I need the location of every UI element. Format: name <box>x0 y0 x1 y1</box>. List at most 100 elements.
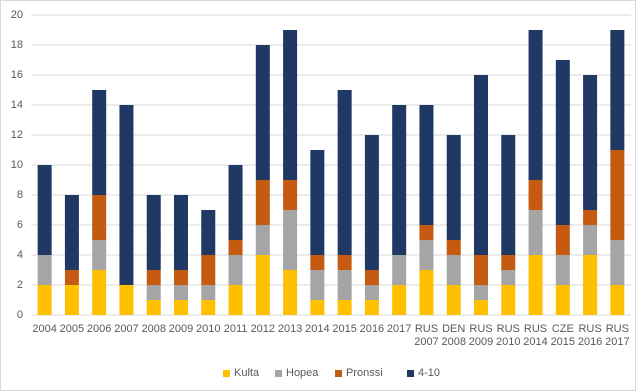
bar-segment <box>337 270 352 300</box>
x-tick-label: 2014 <box>305 323 330 335</box>
bar-segment <box>64 195 79 270</box>
legend-label: 4-10 <box>418 367 441 379</box>
bar-segment <box>474 285 488 300</box>
legend-swatch <box>407 369 414 377</box>
bar-segment <box>364 135 379 270</box>
x-tick-label: 2006 <box>86 323 112 335</box>
bar-segment <box>555 60 570 225</box>
bar-segment <box>201 300 216 315</box>
bar-segment <box>283 210 298 270</box>
bar-segment <box>37 255 52 285</box>
bar-segment <box>501 255 516 270</box>
bar-segment <box>201 285 216 300</box>
bar-segment <box>364 300 379 315</box>
legend-item: Pronssi <box>335 367 383 379</box>
bar-segment <box>528 180 543 210</box>
bar-segment <box>37 165 52 255</box>
x-tick-label: 2015 <box>332 323 357 335</box>
bar-segment <box>310 300 325 315</box>
bar-segment <box>583 210 598 225</box>
y-tick-label: 10 <box>11 159 23 171</box>
legend-swatch <box>335 369 342 377</box>
x-tick-label: 2017 <box>386 323 412 335</box>
bar-segment <box>255 45 270 180</box>
y-tick-label: 20 <box>11 9 23 21</box>
legend-swatch <box>223 369 230 377</box>
bar-segment <box>501 285 516 315</box>
bar-segment <box>392 255 407 285</box>
bar-segment <box>610 150 625 240</box>
bar-segment <box>174 195 188 270</box>
y-tick-label: 12 <box>11 129 23 141</box>
x-tick-label: 2004 <box>32 323 57 335</box>
bar-segment <box>146 270 161 285</box>
bar-segment <box>555 225 570 255</box>
bar-segment <box>146 285 161 300</box>
bar-segment <box>201 210 216 255</box>
legend-label: Pronssi <box>346 367 383 379</box>
bar-segment <box>419 270 434 315</box>
bar-segment <box>283 180 298 210</box>
legend-label: Hopea <box>286 367 319 379</box>
bar-segment <box>310 150 325 255</box>
bar-segment <box>364 285 379 300</box>
y-tick-label: 2 <box>17 279 23 291</box>
bar-segment <box>446 240 461 255</box>
bar-segment <box>228 240 243 255</box>
bar-segment <box>92 90 107 195</box>
legend-item: Kulta <box>223 367 259 379</box>
bar-segment <box>283 30 298 180</box>
bar-segment <box>310 270 325 300</box>
x-tick-label: CZE 2015 <box>550 323 576 348</box>
bar-segment <box>474 300 488 315</box>
bar-segment <box>255 255 270 315</box>
y-tick-label: 4 <box>17 249 23 261</box>
x-tick-label: 2011 <box>223 323 248 335</box>
x-tick-label: RUS 2007 <box>414 323 439 348</box>
bar-segment <box>610 285 625 315</box>
y-tick-label: 18 <box>11 39 23 51</box>
bar-segment <box>364 270 379 285</box>
bar-segment <box>555 285 570 315</box>
bar-segment <box>528 210 543 255</box>
bar-segment <box>419 225 434 240</box>
bar-segment <box>419 105 434 225</box>
bar-segment <box>146 300 161 315</box>
legend-swatch <box>275 369 282 377</box>
bar-segment <box>446 285 461 315</box>
bar-segment <box>474 255 488 285</box>
x-tick-label: 2009 <box>168 323 194 335</box>
bar-segment <box>64 285 79 315</box>
x-tick-label: 2010 <box>196 323 221 335</box>
bar-segment <box>92 240 107 270</box>
bar-segment <box>528 255 543 315</box>
bar-segment <box>337 90 352 255</box>
bar-segment <box>255 180 270 225</box>
x-tick-label: 2013 <box>277 323 303 335</box>
bar-segment <box>501 270 516 285</box>
bar-segment <box>255 225 270 255</box>
bar-segment <box>501 135 516 255</box>
bar-segment <box>310 255 325 270</box>
x-tick-label: 2008 <box>141 323 166 335</box>
bar-segment <box>337 300 352 315</box>
x-tick-label: DEN 2008 <box>441 323 466 348</box>
x-tick-label: RUS 2009 <box>468 323 494 348</box>
legend-item: 4-10 <box>407 367 440 379</box>
bar-segment <box>337 255 352 270</box>
bar-segment <box>446 135 461 240</box>
bar-segment <box>583 255 598 315</box>
bar-segment <box>610 240 625 285</box>
bar-segment <box>146 195 161 270</box>
y-tick-label: 16 <box>11 69 23 81</box>
bar-segment <box>555 255 570 285</box>
legend-item: Hopea <box>275 367 318 379</box>
bar-segment <box>583 225 598 255</box>
bar-segment <box>92 270 107 315</box>
x-tick-label: 2012 <box>250 323 276 335</box>
bar-segment <box>419 240 434 270</box>
y-tick-label: 14 <box>11 99 23 111</box>
x-tick-label: 2005 <box>59 323 85 335</box>
bar-segment <box>174 285 188 300</box>
